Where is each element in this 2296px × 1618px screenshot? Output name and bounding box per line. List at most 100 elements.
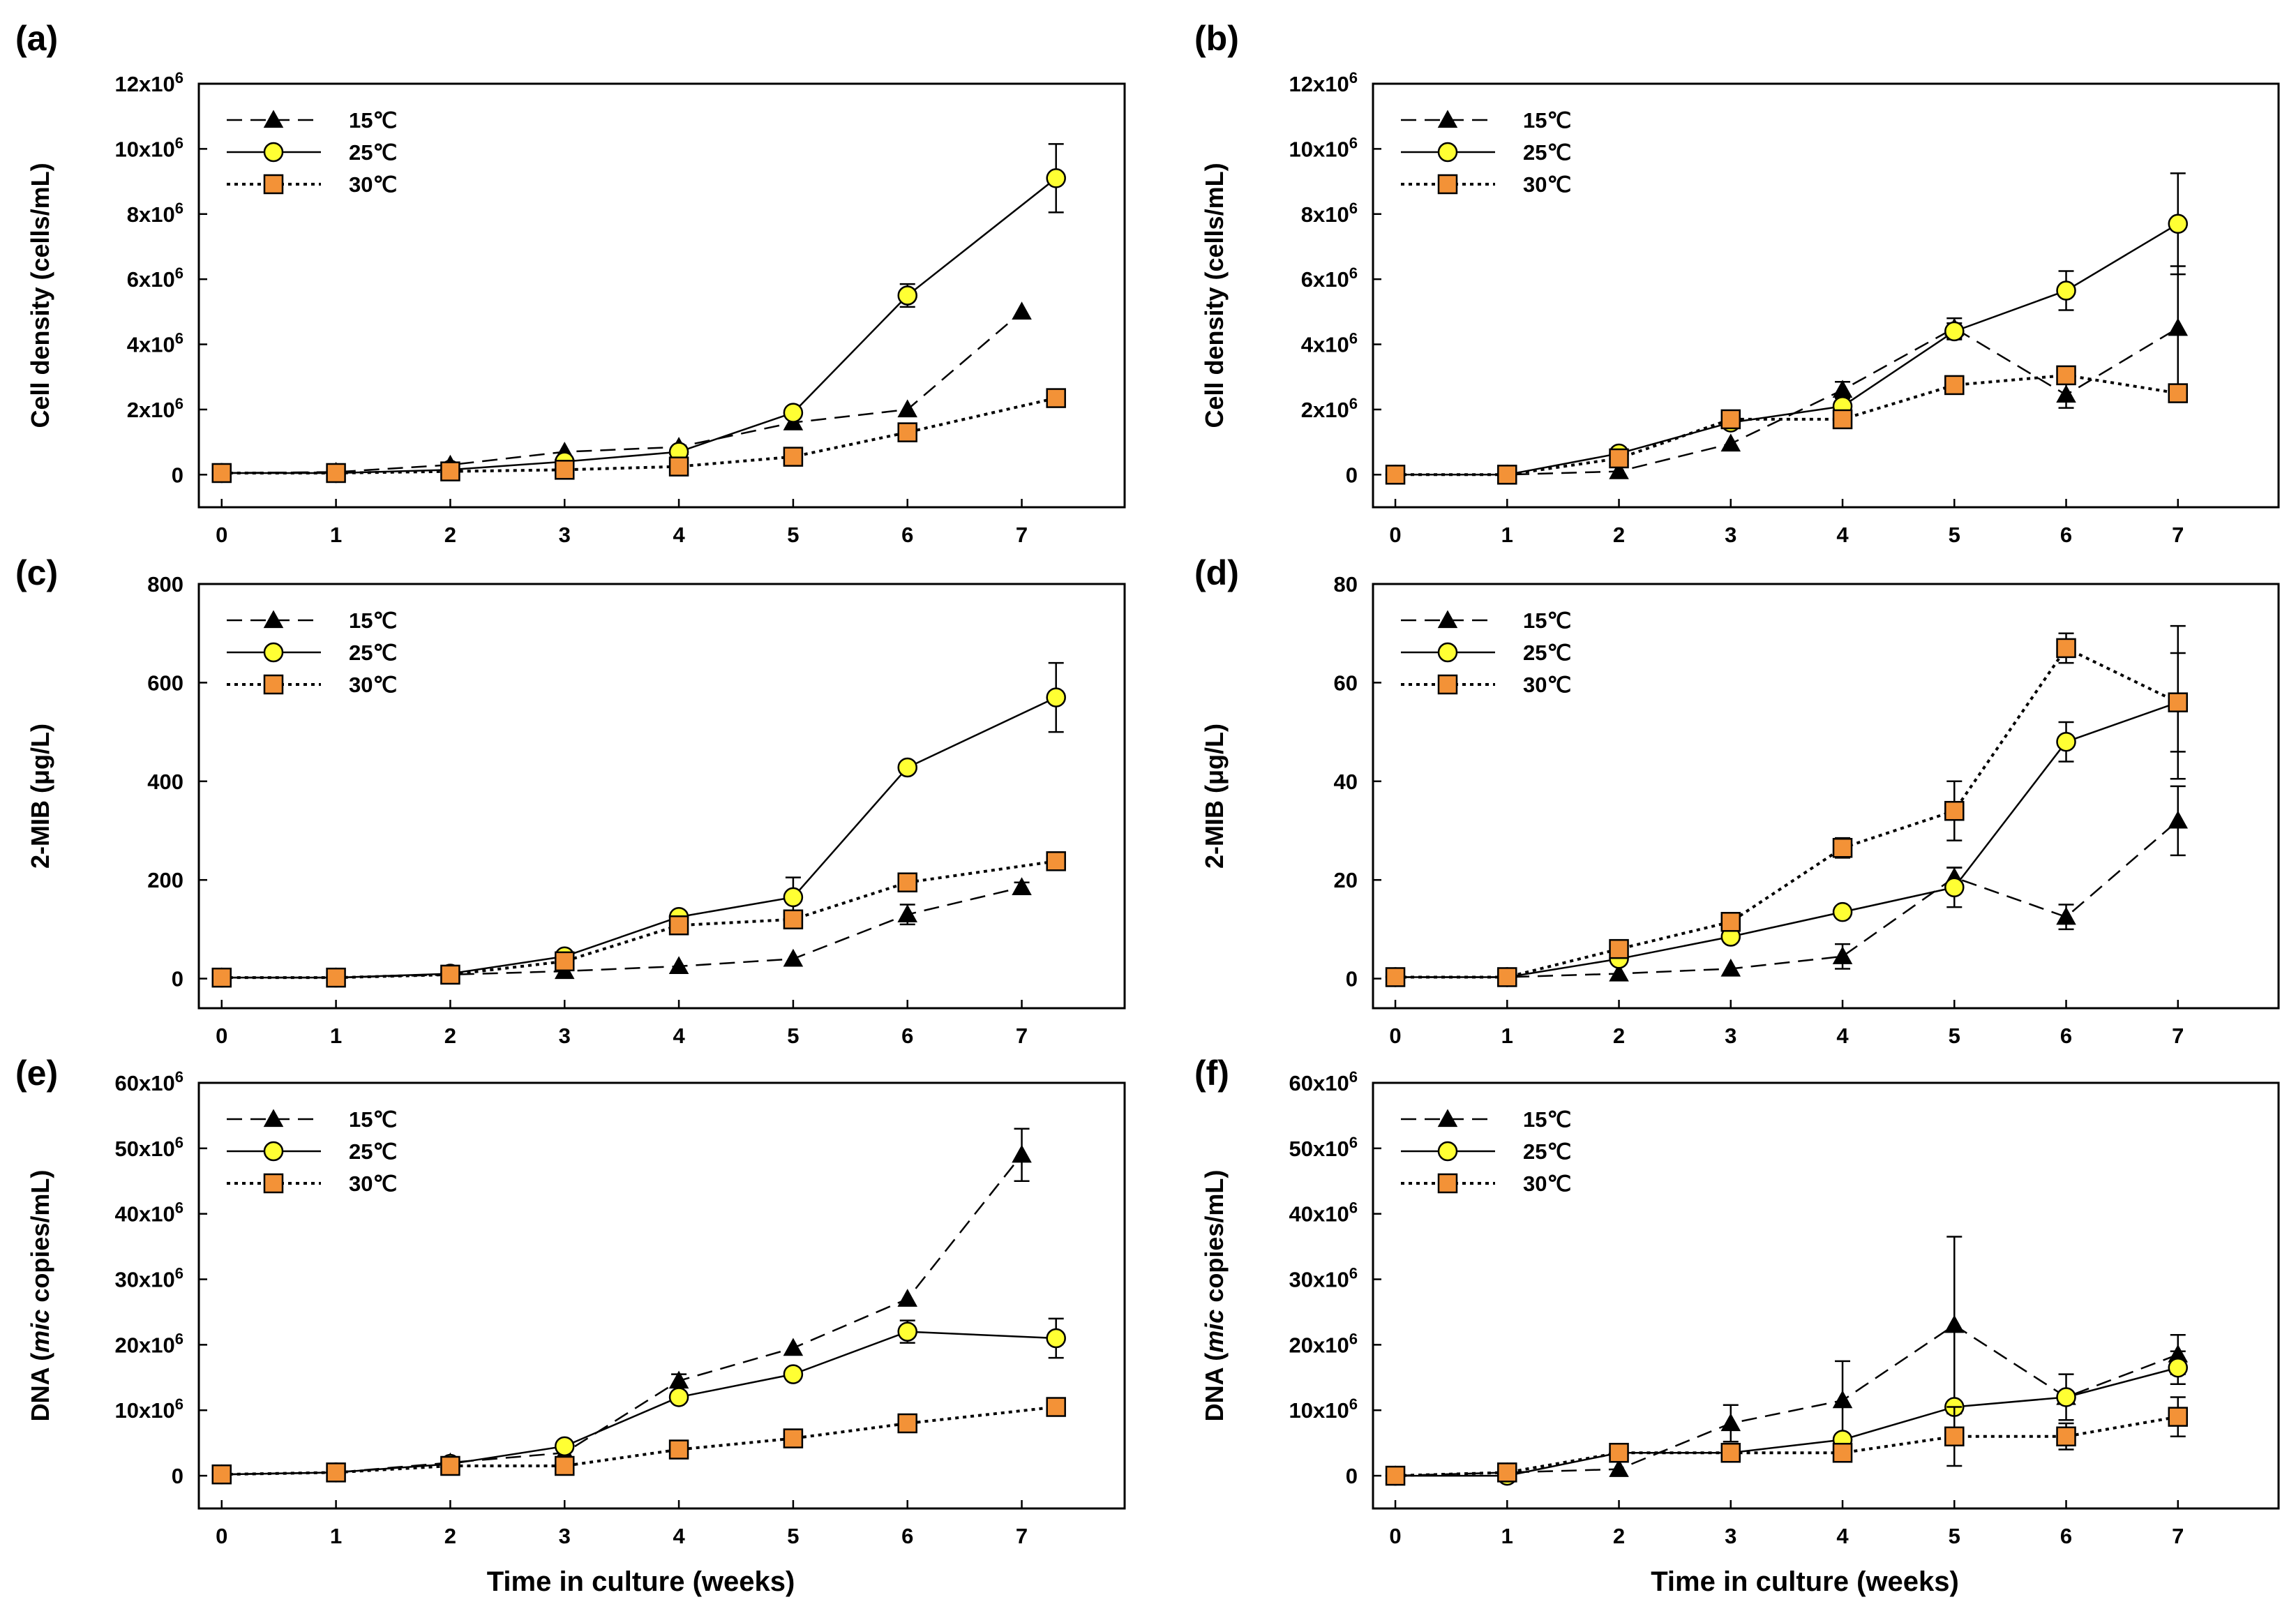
x-tick-label: 2 [444, 523, 456, 547]
x-tick-label: 2 [1613, 523, 1625, 547]
data-point [1832, 380, 1853, 398]
series-line [1395, 820, 2179, 978]
legend-label: 15℃ [349, 608, 397, 633]
data-point [2168, 1357, 2189, 1378]
data-point [1609, 461, 1629, 479]
x-tick-label: 6 [901, 1024, 913, 1048]
legend-label: 15℃ [1523, 608, 1571, 633]
y-tick-label: 60x106 [115, 1068, 183, 1095]
x-tick-label: 0 [216, 523, 227, 547]
data-point [668, 956, 689, 975]
data-point [2056, 638, 2076, 659]
legend-marker [263, 674, 284, 695]
data-point [783, 447, 804, 467]
data-point [1012, 1144, 1032, 1163]
series-circle [211, 143, 1066, 484]
x-tick-label: 4 [673, 1524, 685, 1548]
series-line [221, 1405, 1056, 1476]
series-line [1395, 223, 2179, 476]
data-point [1497, 1462, 1517, 1483]
x-tick-label: 0 [1389, 1524, 1401, 1548]
legend-label: 25℃ [1523, 1139, 1571, 1164]
data-point [1385, 465, 1406, 485]
data-point [440, 1455, 460, 1476]
legend: 15℃ 25℃ 30℃ [1401, 108, 1571, 197]
x-tick-label: 5 [787, 523, 799, 547]
plot-frame [197, 583, 1126, 1010]
y-axis-label: Cell density (cells/mL) [26, 163, 54, 428]
x-tick-label: 2 [444, 1524, 456, 1548]
legend-marker [1437, 642, 1458, 663]
x-tick-label: 5 [1949, 1524, 1960, 1548]
x-tick-label: 0 [216, 1024, 227, 1048]
series-line [221, 177, 1057, 474]
data-point [1720, 409, 1741, 430]
legend-label: 30℃ [1523, 172, 1571, 197]
x-tick-label: 3 [559, 1024, 571, 1048]
data-point [1944, 800, 1965, 821]
legend-marker [263, 642, 284, 663]
legend-marker [263, 174, 284, 195]
legend-label: 15℃ [1523, 108, 1571, 133]
x-tick-label: 3 [559, 1524, 571, 1548]
series-line [221, 696, 1057, 979]
data-point [440, 964, 460, 985]
x-tick-label: 0 [1389, 523, 1401, 547]
legend-label: 25℃ [349, 140, 397, 165]
data-point [2056, 1387, 2076, 1407]
legend-label: 30℃ [1523, 1171, 1571, 1196]
legend-marker [1437, 174, 1458, 195]
data-point [1046, 1328, 1066, 1349]
data-point [2056, 731, 2076, 752]
series-line [1395, 373, 2179, 477]
legend-label: 25℃ [349, 641, 397, 665]
legend: 15℃ 25℃ 30℃ [227, 608, 397, 697]
panel-b: (b) 0 1 2 3 4 5 6 7 0 2x106 4x106 6x106 8x106 10x106 12… [1194, 19, 2280, 547]
panel-label: (d) [1194, 553, 1239, 592]
data-point [2056, 280, 2076, 301]
y-axis-label: 2-MIB (μg/L) [1200, 724, 1229, 869]
data-point [554, 460, 575, 480]
y-tick-label: 60x106 [1289, 1068, 1358, 1095]
series-square [211, 851, 1066, 988]
series-square [1385, 632, 2189, 987]
data-point [783, 1364, 804, 1384]
y-tick-label: 0 [1346, 463, 1358, 487]
data-point [897, 285, 917, 306]
data-point [1609, 448, 1629, 469]
data-point [1944, 877, 1965, 898]
series-square [1385, 1396, 2189, 1486]
data-point [1944, 375, 1965, 396]
series-line [1395, 701, 2179, 978]
x-tick-label: 3 [559, 523, 571, 547]
y-axis-label: DNA (mic copies/mL) [1200, 1170, 1229, 1422]
data-point [211, 463, 232, 484]
y-tick-label: 10x106 [115, 134, 183, 161]
x-tick-label: 7 [2172, 1524, 2184, 1548]
y-tick-label: 50x106 [1289, 1134, 1358, 1161]
series-square [1385, 365, 2189, 485]
y-tick-label: 8x106 [1301, 200, 1358, 227]
data-point [1944, 1426, 1965, 1447]
legend: 15℃ 25℃ 30℃ [1401, 608, 1571, 697]
x-tick-label: 7 [1016, 1524, 1028, 1548]
y-tick-label: 60 [1334, 671, 1358, 695]
series-line [221, 396, 1057, 474]
data-point [1609, 1459, 1629, 1477]
x-tick-label: 7 [2172, 1024, 2184, 1048]
data-point [2056, 384, 2076, 403]
series-triangle [211, 301, 1032, 481]
legend-marker [1437, 1173, 1458, 1194]
plot-frame [1372, 583, 2280, 1010]
data-point [897, 399, 918, 418]
legend-label: 25℃ [349, 1139, 397, 1164]
x-tick-label: 1 [1501, 1524, 1513, 1548]
data-point [1497, 967, 1517, 987]
y-tick-label: 8x106 [127, 200, 183, 227]
y-tick-label: 600 [147, 671, 183, 695]
x-tick-label: 4 [1836, 523, 1849, 547]
data-point [2168, 214, 2189, 234]
legend-label: 15℃ [349, 108, 397, 133]
y-tick-label: 400 [147, 770, 183, 794]
